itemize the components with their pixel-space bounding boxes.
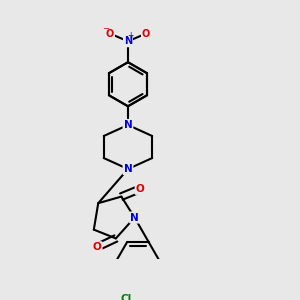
Text: O: O: [142, 28, 150, 39]
Text: −: −: [103, 24, 110, 33]
Text: N: N: [124, 164, 132, 174]
Text: N: N: [130, 212, 139, 223]
Text: +: +: [128, 31, 134, 40]
Text: Cl: Cl: [120, 294, 131, 300]
Text: N: N: [124, 36, 132, 46]
Text: O: O: [136, 184, 145, 194]
Text: O: O: [93, 242, 101, 252]
Text: O: O: [106, 28, 114, 39]
Text: N: N: [124, 120, 132, 130]
